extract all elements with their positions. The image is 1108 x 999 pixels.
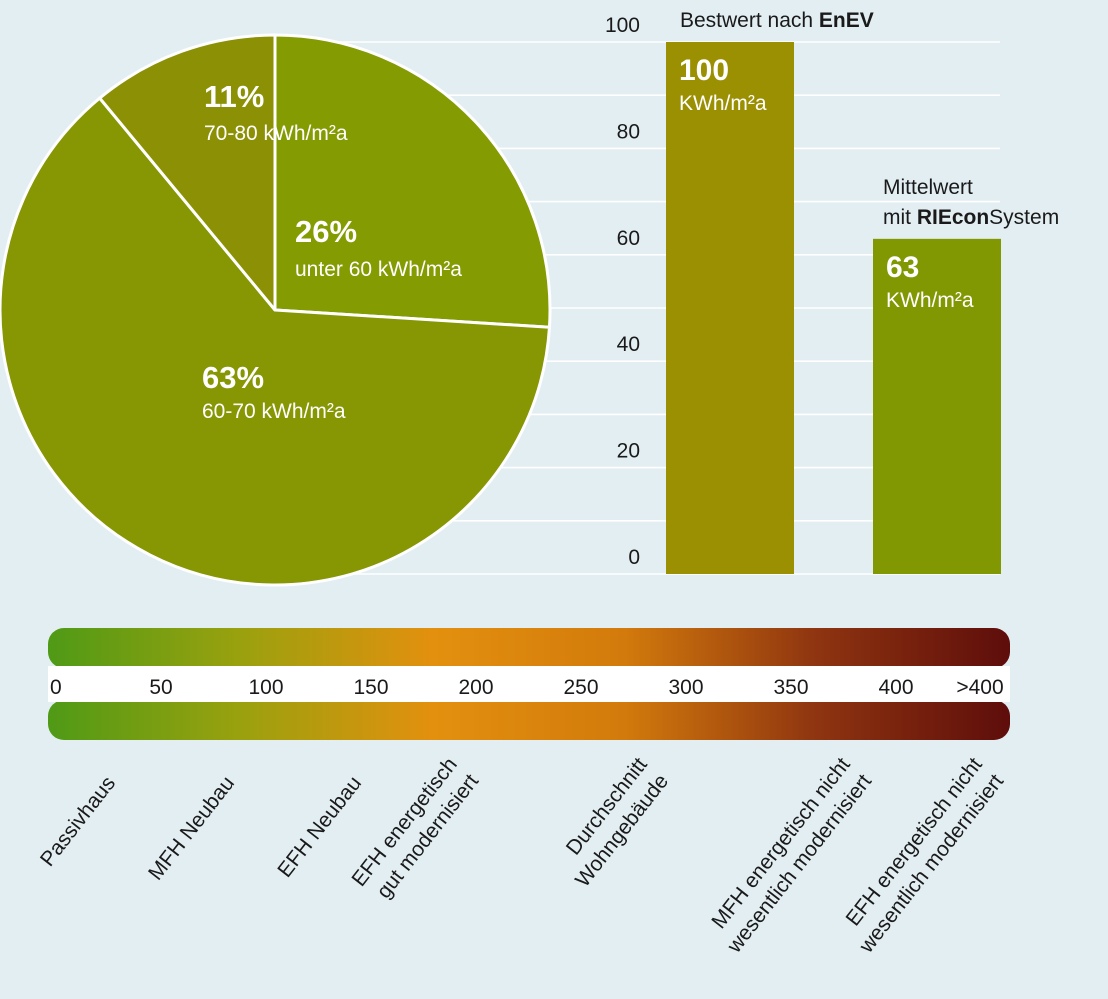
pie-percent-label: 26% [295,214,357,249]
bar-group: 100 KWh/m²a [666,42,794,574]
bar [666,42,794,574]
scale-tick-label: 150 [353,676,388,699]
scale-tick-label: 250 [563,676,598,699]
scale-category-label: Passivhaus [36,772,120,871]
y-tick-label: 80 [617,120,640,143]
scale-label-strip [48,666,1010,702]
pie-chart: 26% unter 60 kWh/m²a 63% 60-70 kWh/m²a 11% 70… [0,33,552,587]
pie-percent-label: 11% [204,79,264,114]
pie-range-label: 70-80 kWh/m²a [204,122,348,145]
energy-scale: 0 50 100 150 200 250 300 350 400 >400 Passivhaus MF… [36,628,1010,958]
scale-category-label: EFH Neubau [273,772,366,882]
y-tick-label: 0 [628,546,640,569]
pie-slice [273,33,552,329]
pie-slice [0,96,551,587]
scale-tick-label: 300 [668,676,703,699]
y-tick-label: 100 [605,14,640,37]
bar-caption-mittelwert-line2: mit RIEconSystem [883,206,1059,229]
bar-caption-mittelwert-line1: Mittelwert [883,176,973,199]
scale-category-line: wesentlich modernisiert [722,770,876,958]
pie-range-label: unter 60 kWh/m²a [295,258,462,281]
scale-category-line: Passivhaus [36,772,120,871]
scale-tick-label: 400 [878,676,913,699]
scale-tick-label: 0 [50,676,62,699]
scale-tick-label: 50 [149,676,172,699]
bar-value-label: 100 [679,54,729,87]
scale-tick-label: 100 [248,676,283,699]
bar-unit-label: KWh/m²a [886,289,974,312]
scale-tick-label: 200 [458,676,493,699]
y-tick-label: 40 [617,333,640,356]
bar-value-label: 63 [886,251,919,284]
bar [873,238,1001,574]
scale-tick-label: 350 [773,676,808,699]
scale-tick-label: >400 [956,676,1003,699]
bar-chart: 0 20 40 60 80 100 100 KWh/m²a 63 KWh/m²a Bestwert … [605,9,1059,574]
scale-band-bottom [48,700,1010,740]
scale-band-top [48,628,1010,668]
pie-range-label: 60-70 kWh/m²a [202,400,346,423]
pie-percent-label: 63% [202,360,264,395]
scale-category-label: MFH Neubau [144,772,239,885]
scale-category-line: wesentlich modernisiert [854,770,1008,958]
scale-category-line: MFH Neubau [144,772,239,885]
bar-caption-bestwert: Bestwert nach EnEV [680,9,874,32]
y-tick-label: 20 [617,440,640,463]
scale-category-line: MFH energetisch nicht [707,753,855,933]
scale-category-line: EFH Neubau [273,772,366,882]
pie-slice [98,33,277,312]
y-tick-label: 60 [617,227,640,250]
bar-unit-label: KWh/m²a [679,92,767,115]
bar-group: 63 KWh/m²a [873,238,1001,574]
